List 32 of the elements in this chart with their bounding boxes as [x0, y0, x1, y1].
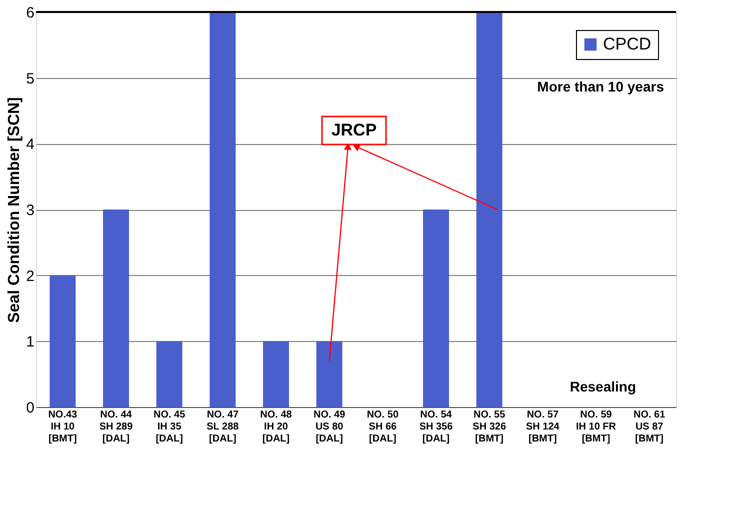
- x-tick-label: NO. 44 SH 289 [DAL]: [99, 410, 134, 444]
- x-tick-label: NO. 50 SH 66 [DAL]: [366, 410, 399, 444]
- x-tick-label: NO. 49 US 80 [DAL]: [313, 410, 346, 444]
- x-tick-label: NO. 61 US 87 [BMT]: [633, 410, 666, 444]
- y-tick-label: 1: [26, 334, 34, 351]
- x-tick-label: NO. 45 IH 35 [DAL]: [153, 410, 186, 444]
- x-tick-label: NO. 47 SL 288 [DAL]: [206, 410, 240, 444]
- y-tick-label: 2: [26, 268, 34, 285]
- legend-label: CPCD: [603, 34, 652, 54]
- bar: [210, 12, 236, 407]
- y-tick-label: 4: [26, 136, 34, 154]
- x-tick-label: NO. 48 IH 20 [DAL]: [260, 410, 292, 444]
- y-axis-title: Seal Condition Number [SCN]: [6, 97, 24, 323]
- x-tick-label: NO. 59 IH 10 FR [BMT]: [576, 410, 617, 444]
- bar: [156, 341, 182, 407]
- x-tick-label: NO. 54 SH 356 [DAL]: [419, 410, 454, 444]
- x-tick-label: NO. 57 SH 124 [BMT]: [526, 410, 560, 444]
- annotation: JRCP: [331, 120, 377, 140]
- x-tick-label: NO.43 IH 10 [BMT]: [48, 410, 78, 444]
- bar: [423, 210, 449, 407]
- x-tick-label: NO. 55 SH 326 [BMT]: [472, 410, 506, 444]
- y-tick-label: 3: [26, 202, 34, 219]
- annotation: More than 10 years: [537, 78, 664, 95]
- bar: [103, 210, 129, 407]
- annotation: Resealing: [570, 378, 636, 394]
- bar: [476, 12, 502, 407]
- bar: [50, 275, 76, 407]
- bar: [316, 341, 342, 407]
- y-tick-label: 5: [26, 70, 34, 88]
- y-tick-label: 0: [26, 400, 34, 416]
- bar: [263, 341, 289, 407]
- y-tick-label: 6: [26, 4, 34, 22]
